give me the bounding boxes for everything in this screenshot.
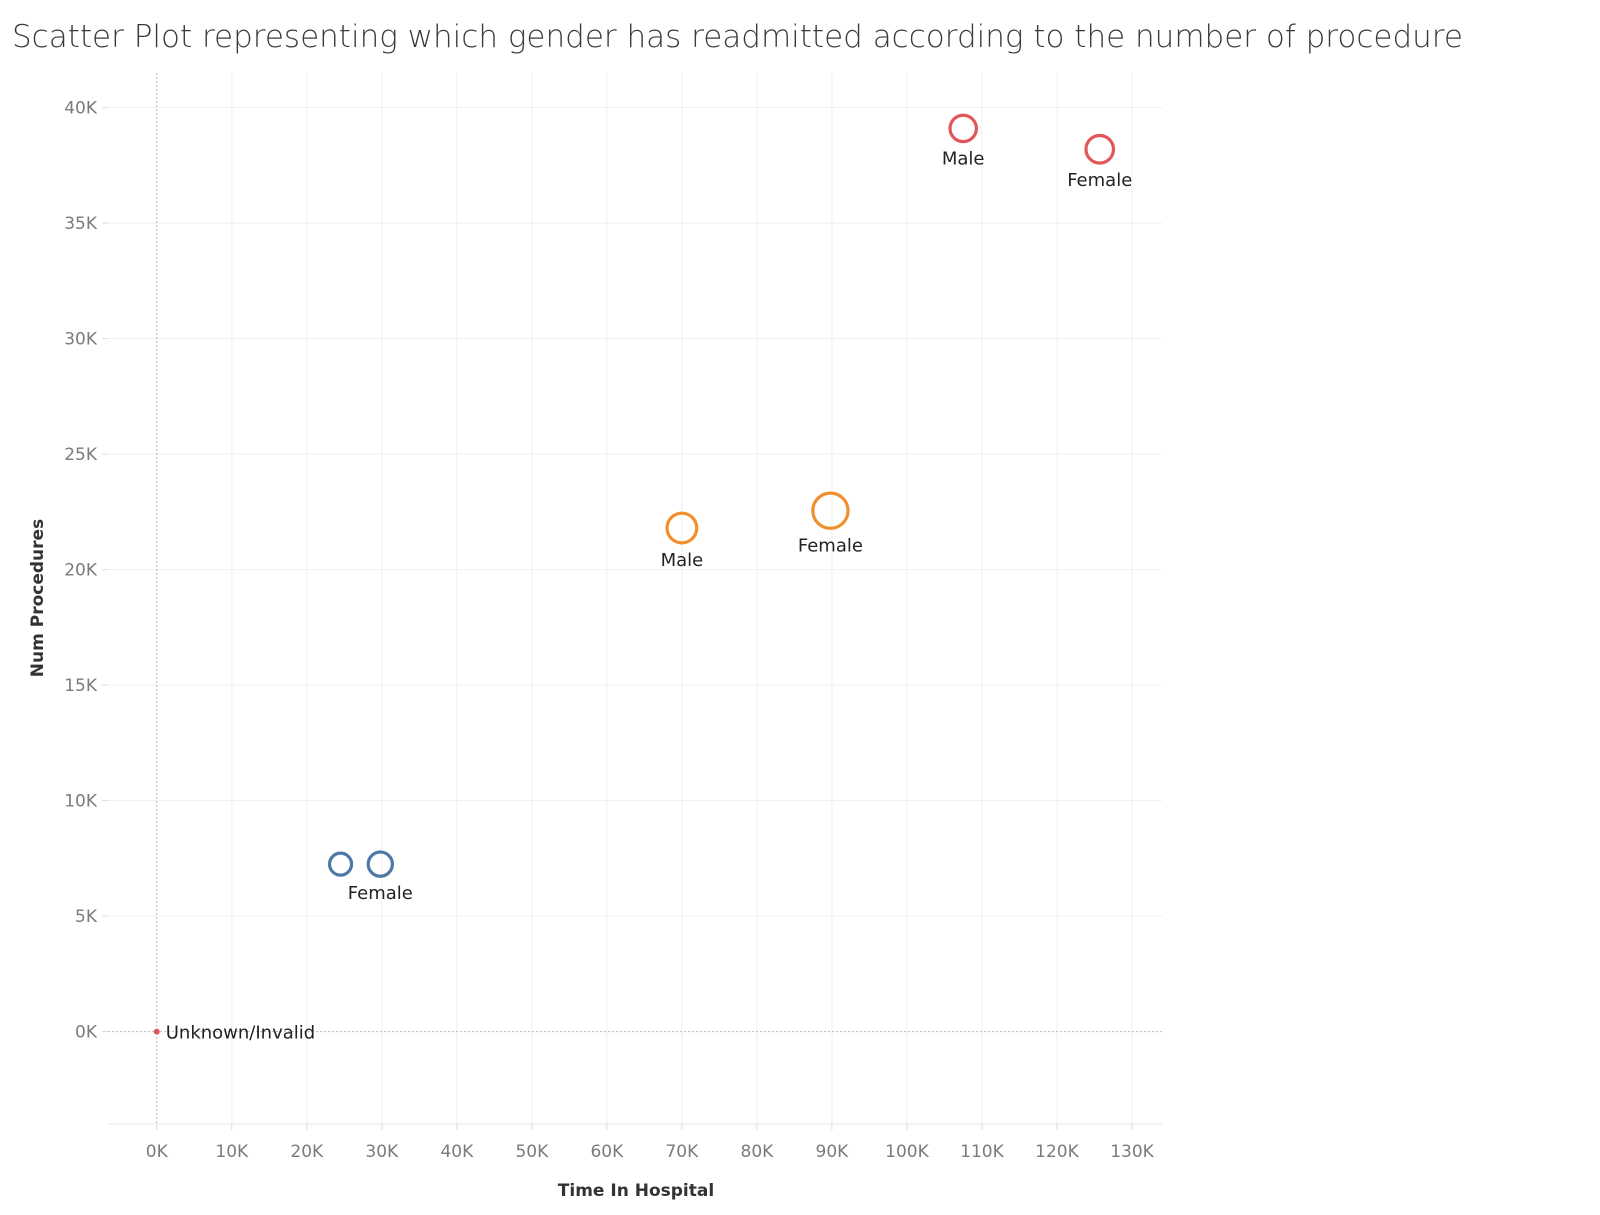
point-label: Male xyxy=(942,149,985,170)
point-label: Male xyxy=(661,550,704,571)
x-tick-label: 90K xyxy=(816,1142,850,1162)
data-point xyxy=(366,850,395,878)
data-point xyxy=(948,113,979,144)
data-point xyxy=(665,511,699,545)
x-tick-label: 20K xyxy=(290,1142,324,1162)
y-axis-ticks: 0K 5K 10K 15K 20K 25K 30K 35K 40K xyxy=(64,99,108,1043)
y-axis-title: Num Procedures xyxy=(28,519,48,677)
y-tick-label: 40K xyxy=(64,99,98,119)
data-point xyxy=(1084,133,1116,165)
chart-title: Scatter Plot representing which gender h… xyxy=(12,19,1463,55)
y-tick-label: 5K xyxy=(75,907,98,927)
data-point xyxy=(327,851,354,877)
y-tick-label: 30K xyxy=(64,330,98,350)
x-axis-ticks: 0K 10K 20K 30K 40K 50K 60K 70K 80K 90K 100K 110K 120… xyxy=(146,1124,1155,1162)
point-label: Female xyxy=(1067,170,1132,191)
x-tick-label: 80K xyxy=(741,1142,775,1162)
x-tick-label: 70K xyxy=(665,1142,699,1162)
zero-lines xyxy=(108,73,1162,1124)
data-points xyxy=(153,113,1116,1035)
point-label: Female xyxy=(348,883,413,904)
x-tick-label: 60K xyxy=(590,1142,624,1162)
x-axis-title: Time In Hospital xyxy=(558,1181,714,1201)
y-tick-label: 25K xyxy=(64,445,98,465)
x-tick-label: 100K xyxy=(885,1142,929,1162)
y-tick-label: 35K xyxy=(64,214,98,234)
data-point xyxy=(153,1028,160,1035)
point-label: Female xyxy=(798,535,863,556)
data-point xyxy=(811,491,850,530)
x-tick-label: 130K xyxy=(1110,1142,1154,1162)
x-tick-label: 30K xyxy=(365,1142,399,1162)
x-tick-label: 40K xyxy=(440,1142,474,1162)
y-tick-label: 15K xyxy=(64,676,98,696)
x-tick-label: 0K xyxy=(146,1142,169,1162)
x-tick-label: 10K xyxy=(215,1142,249,1162)
x-tick-label: 120K xyxy=(1035,1142,1079,1162)
point-label: Unknown/Invalid xyxy=(166,1023,315,1044)
x-tick-label: 50K xyxy=(515,1142,549,1162)
y-tick-label: 0K xyxy=(75,1023,98,1043)
point-labels: Female Male Female Male Female Unknown/Invali… xyxy=(166,149,1133,1044)
y-tick-label: 20K xyxy=(64,561,98,581)
gridlines xyxy=(108,73,1162,1125)
y-tick-label: 10K xyxy=(64,792,98,812)
x-tick-label: 110K xyxy=(960,1142,1004,1162)
